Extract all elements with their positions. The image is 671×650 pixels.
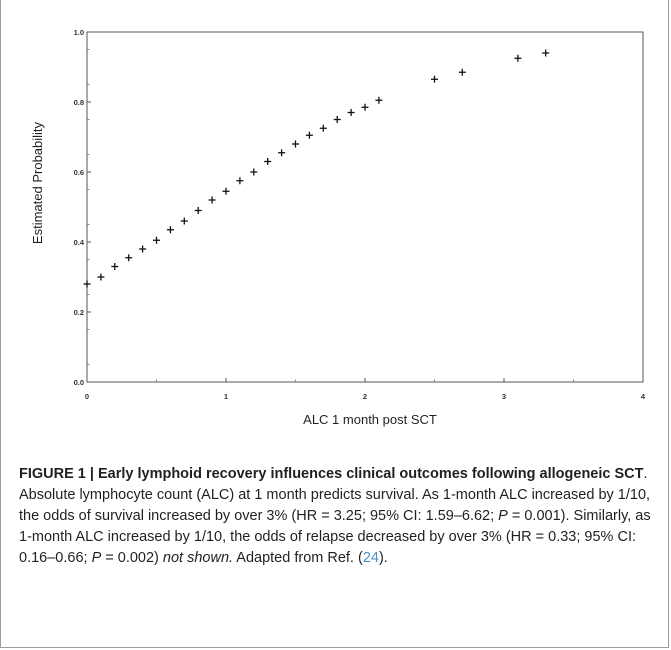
x-tick-label: 2 xyxy=(363,392,367,401)
x-tick-label: 4 xyxy=(641,392,646,401)
y-tick-label: 1.0 xyxy=(74,28,84,37)
y-axis-title: Estimated Probability xyxy=(30,121,45,244)
data-point xyxy=(264,158,272,165)
x-tick-label: 0 xyxy=(85,392,89,401)
plot-area-frame xyxy=(86,31,644,383)
p-value-label-2: P xyxy=(91,550,102,566)
tick-marks xyxy=(86,31,644,383)
data-point xyxy=(236,177,244,185)
p-value-label-1: P xyxy=(498,508,508,524)
data-point xyxy=(319,124,327,132)
x-tick-label: 1 xyxy=(224,392,228,401)
caption-text-3: = 0.002) xyxy=(101,550,163,566)
data-point xyxy=(166,226,174,234)
caption-text-1: . Absolute lymphocyte count (ALC) at 1 m… xyxy=(19,466,651,524)
data-point xyxy=(458,68,466,76)
data-point xyxy=(208,196,216,204)
y-tick-label: 0.0 xyxy=(74,378,84,387)
data-point xyxy=(83,280,91,288)
caption-text-2: = 0.001). Similarly, as 1-month ALC incr… xyxy=(19,508,651,566)
data-point xyxy=(180,217,188,225)
data-point xyxy=(222,187,230,195)
y-tick-label: 0.4 xyxy=(74,238,85,247)
data-point xyxy=(250,168,258,176)
caption-text-5: ). xyxy=(378,550,388,566)
x-tick-labels: 0 1 2 3 4 xyxy=(85,392,646,401)
figure-caption: FIGURE 1 | Early lymphoid recovery influ… xyxy=(19,464,659,569)
data-point xyxy=(97,273,105,281)
data-point xyxy=(139,245,147,253)
data-point xyxy=(305,131,313,139)
data-point xyxy=(514,54,522,62)
data-point xyxy=(375,96,383,104)
caption-text-4: Adapted from Ref. ( xyxy=(233,550,363,566)
data-points xyxy=(83,49,550,288)
y-tick-label: 0.2 xyxy=(74,308,84,317)
data-point xyxy=(194,207,202,214)
data-point xyxy=(278,149,286,157)
reference-link[interactable]: 24 xyxy=(362,550,379,566)
y-tick-label: 0.8 xyxy=(74,98,84,107)
y-tick-labels: 0.0 0.2 0.4 0.6 0.8 1.0 xyxy=(74,28,85,387)
data-point xyxy=(292,140,299,148)
data-point xyxy=(347,109,355,116)
x-tick-label: 3 xyxy=(502,392,506,401)
data-point xyxy=(542,49,550,57)
y-tick-label: 0.6 xyxy=(74,168,84,177)
caption-heading: FIGURE 1 | Early lymphoid recovery influ… xyxy=(19,466,644,482)
x-axis-title: ALC 1 month post SCT xyxy=(303,412,437,427)
data-point xyxy=(125,254,133,262)
scatter-chart: 0.0 0.2 0.4 0.6 0.8 1.0 0 1 2 3 4 Estimated Proba… xyxy=(30,28,646,427)
not-shown-note: not shown. xyxy=(162,550,234,566)
data-point xyxy=(153,236,160,244)
data-point xyxy=(431,75,438,83)
data-point xyxy=(333,116,341,123)
data-point xyxy=(361,103,369,111)
data-point xyxy=(111,263,119,270)
